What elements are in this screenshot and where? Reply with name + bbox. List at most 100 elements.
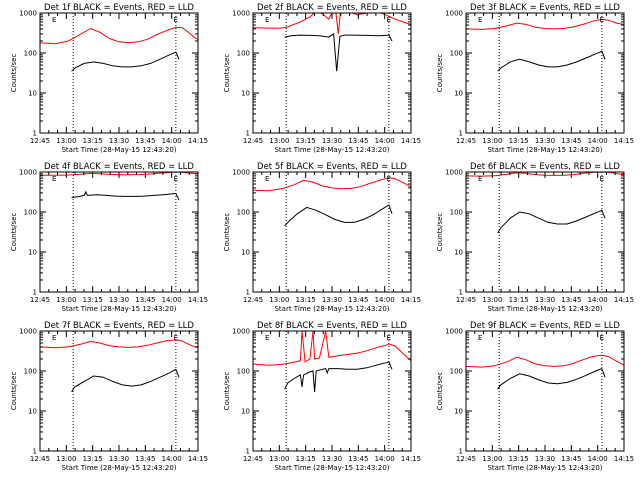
x-axis-label: Start Time (28-May-15 12:43:20) [274, 305, 389, 313]
y-tick-label: 10 [241, 249, 250, 257]
marker-label: E [478, 175, 482, 183]
series-line-events [497, 50, 606, 72]
y-axis-label: Counts/sec [436, 54, 444, 93]
x-tick-label: 14:00 [162, 296, 182, 304]
x-axis-label: Start Time (28-May-15 12:43:20) [487, 146, 602, 154]
y-tick-label: 1000 [445, 10, 463, 18]
x-tick-label: 13:15 [509, 455, 529, 463]
series-line-lld [40, 339, 198, 349]
x-tick-label: 14:00 [162, 455, 182, 463]
series-line-events [71, 190, 180, 201]
x-tick-label: 13:45 [561, 296, 581, 304]
x-tick-label: 14:00 [588, 296, 608, 304]
y-tick-label: 100 [450, 50, 463, 58]
y-tick-label: 1000 [445, 169, 463, 177]
plot-frame [465, 330, 625, 452]
series-line-lld [253, 13, 411, 34]
x-tick-label: 14:00 [588, 137, 608, 145]
x-tick-label: 13:15 [83, 455, 103, 463]
x-tick-label: 13:45 [135, 137, 155, 145]
series-line-events [284, 33, 393, 72]
panel-title: Det 7f BLACK = Events, RED = LLD [44, 321, 194, 331]
x-tick-label: 13:00 [482, 455, 502, 463]
panel-det-3f: Det 3f BLACK = Events, RED = LLD E E 1 10 100… [436, 3, 634, 154]
x-tick-label: 12:45 [243, 137, 263, 145]
x-axis-label: Start Time (28-May-15 12:43:20) [487, 464, 602, 472]
y-tick-label: 1000 [232, 10, 250, 18]
x-tick-label: 13:00 [56, 455, 76, 463]
y-tick-label: 1 [246, 448, 250, 456]
plot-frame [39, 12, 199, 134]
series-line-lld [40, 26, 198, 45]
marker-label: E [387, 175, 391, 183]
panel-title: Det 6f BLACK = Events, RED = LLD [470, 162, 620, 172]
marker-label: E [387, 16, 391, 24]
x-tick-label: 14:15 [401, 137, 421, 145]
x-tick-label: 13:15 [83, 137, 103, 145]
series-line-events [71, 51, 180, 72]
series-line-events [497, 367, 606, 390]
x-axis-label: Start Time (28-May-15 12:43:20) [61, 146, 176, 154]
y-tick-label: 10 [241, 90, 250, 98]
plot-frame [465, 12, 625, 134]
x-tick-label: 12:45 [30, 137, 50, 145]
x-tick-label: 14:15 [614, 455, 634, 463]
x-tick-label: 13:30 [535, 296, 555, 304]
panel-title: Det 5f BLACK = Events, RED = LLD [257, 162, 407, 172]
x-axis-label: Start Time (28-May-15 12:43:20) [487, 305, 602, 313]
x-tick-label: 13:45 [135, 455, 155, 463]
marker-label: E [600, 334, 604, 342]
y-tick-label: 100 [450, 368, 463, 376]
panel-det-5f: Det 5f BLACK = Events, RED = LLD E E 1 10 100… [223, 162, 421, 313]
x-tick-label: 13:15 [509, 296, 529, 304]
x-tick-label: 13:30 [109, 455, 129, 463]
series-line-events [284, 361, 393, 392]
y-axis-label: Counts/sec [436, 372, 444, 411]
y-tick-label: 1 [459, 448, 463, 456]
x-tick-label: 13:30 [322, 296, 342, 304]
y-tick-label: 1000 [232, 328, 250, 336]
x-axis-label: Start Time (28-May-15 12:43:20) [274, 464, 389, 472]
y-axis-label: Counts/sec [10, 213, 18, 252]
x-tick-label: 13:30 [535, 137, 555, 145]
panel-det-6f: Det 6f BLACK = Events, RED = LLD E E 1 10 100… [436, 162, 634, 313]
y-tick-label: 10 [454, 408, 463, 416]
panel-title: Det 4f BLACK = Events, RED = LLD [44, 162, 194, 172]
x-tick-label: 14:00 [375, 137, 395, 145]
x-tick-label: 13:45 [135, 296, 155, 304]
x-tick-label: 13:45 [348, 296, 368, 304]
y-tick-label: 100 [237, 209, 250, 217]
x-tick-label: 13:00 [56, 296, 76, 304]
x-tick-label: 13:15 [296, 455, 316, 463]
y-tick-label: 100 [237, 368, 250, 376]
marker-label: E [600, 175, 604, 183]
series-line-lld [466, 18, 624, 30]
x-tick-label: 13:00 [269, 137, 289, 145]
x-tick-label: 13:15 [509, 137, 529, 145]
x-tick-label: 12:45 [30, 296, 50, 304]
marker-label: E [52, 334, 56, 342]
x-axis-label: Start Time (28-May-15 12:43:20) [61, 464, 176, 472]
y-tick-label: 1000 [19, 169, 37, 177]
y-tick-label: 1 [33, 130, 37, 138]
x-tick-label: 13:00 [269, 296, 289, 304]
marker-label: E [174, 16, 178, 24]
panel-det-9f: Det 9f BLACK = Events, RED = LLD E E 1 10 100… [436, 321, 634, 472]
panel-title: Det 3f BLACK = Events, RED = LLD [470, 3, 620, 13]
x-tick-label: 13:00 [269, 455, 289, 463]
y-tick-label: 100 [24, 209, 37, 217]
x-tick-label: 13:30 [535, 455, 555, 463]
x-tick-label: 14:15 [401, 296, 421, 304]
y-tick-label: 10 [28, 249, 37, 257]
panel-title: Det 9f BLACK = Events, RED = LLD [470, 321, 620, 331]
x-tick-label: 12:45 [243, 296, 263, 304]
x-tick-label: 14:15 [614, 296, 634, 304]
marker-label: E [174, 334, 178, 342]
x-tick-label: 13:00 [56, 137, 76, 145]
marker-label: E [174, 175, 178, 183]
x-tick-label: 12:45 [456, 296, 476, 304]
x-tick-label: 14:15 [401, 455, 421, 463]
marker-label: E [478, 16, 482, 24]
y-tick-label: 10 [28, 90, 37, 98]
